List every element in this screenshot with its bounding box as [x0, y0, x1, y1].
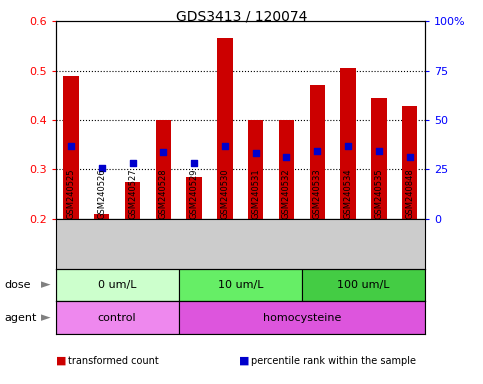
Point: [406, 154, 413, 160]
Point: [283, 154, 290, 160]
Point: [252, 150, 259, 156]
Bar: [56, 269, 179, 301]
Bar: [279, 120, 294, 219]
Bar: [56, 301, 179, 334]
Point: [159, 149, 167, 155]
Bar: [341, 68, 356, 219]
Point: [221, 143, 229, 149]
Bar: [217, 38, 233, 219]
Text: agent: agent: [5, 313, 37, 323]
Point: [375, 148, 383, 154]
Text: percentile rank within the sample: percentile rank within the sample: [251, 356, 416, 366]
Bar: [179, 269, 302, 301]
Point: [98, 166, 106, 172]
Text: ►: ►: [41, 279, 51, 291]
Text: ■: ■: [56, 356, 66, 366]
Bar: [156, 120, 171, 219]
Text: 100 um/L: 100 um/L: [337, 280, 390, 290]
Bar: [94, 214, 110, 219]
Text: ■: ■: [239, 356, 250, 366]
Bar: [186, 177, 202, 219]
Text: 0 um/L: 0 um/L: [98, 280, 136, 290]
Bar: [179, 301, 425, 334]
Point: [190, 160, 198, 166]
Bar: [302, 269, 425, 301]
Point: [344, 143, 352, 149]
Point: [67, 143, 75, 149]
Text: GDS3413 / 120074: GDS3413 / 120074: [176, 10, 307, 23]
Point: [313, 148, 321, 154]
Point: [128, 160, 136, 166]
Text: ►: ►: [41, 311, 51, 324]
Text: transformed count: transformed count: [68, 356, 158, 366]
Text: control: control: [98, 313, 136, 323]
Bar: [63, 76, 79, 219]
Bar: [125, 182, 140, 219]
Bar: [310, 85, 325, 219]
Bar: [248, 120, 263, 219]
Text: homocysteine: homocysteine: [263, 313, 341, 323]
Text: 10 um/L: 10 um/L: [217, 280, 263, 290]
Text: dose: dose: [5, 280, 31, 290]
Bar: [371, 98, 386, 219]
Bar: [402, 106, 417, 219]
